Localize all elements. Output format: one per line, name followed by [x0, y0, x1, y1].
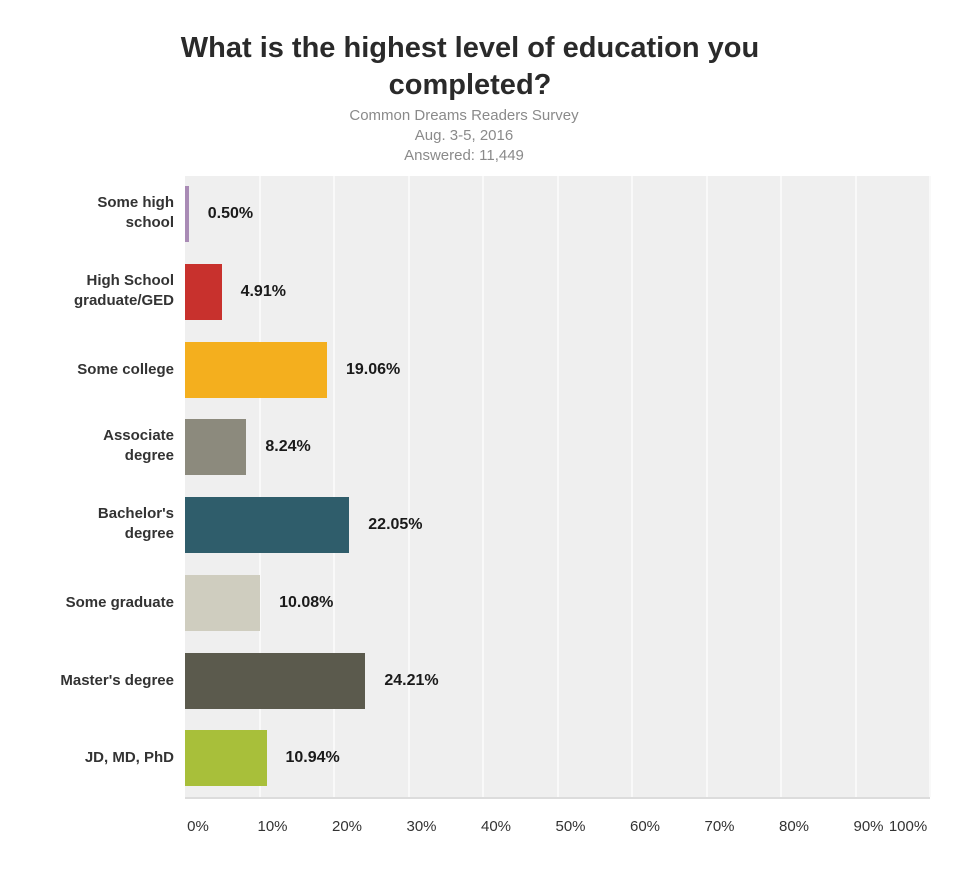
gridline: [333, 176, 335, 797]
x-tick-label: 70%: [704, 818, 735, 835]
gridline: [631, 176, 633, 797]
value-label: 10.94%: [285, 749, 340, 766]
gridline: [705, 176, 708, 797]
subtitle-date: Aug. 3-5, 2016: [414, 127, 514, 144]
bar: [185, 730, 267, 786]
gridline: [780, 176, 782, 797]
bar: [185, 575, 261, 631]
gridline: [482, 176, 484, 797]
x-tick-label: 30%: [406, 818, 437, 835]
x-tick-label: 50%: [555, 818, 586, 835]
chart-title: What is the highest level of education y…: [0, 30, 940, 104]
subtitle-survey: Common Dreams Readers Survey: [349, 107, 579, 124]
subtitle-answered: Answered: 11,449: [404, 147, 524, 164]
category-label: High School graduate/GED: [73, 272, 174, 309]
x-tick-label: 90%: [853, 818, 884, 835]
category-label: Bachelor's degree: [97, 505, 174, 542]
gridline: [854, 176, 857, 797]
x-tick-label: 60%: [629, 818, 661, 835]
x-tick-label: 80%: [778, 818, 810, 835]
bar: [185, 497, 350, 553]
value-label: 0.50%: [207, 205, 254, 222]
value-label: 19.06%: [345, 361, 401, 378]
bar: [185, 264, 222, 320]
x-tick-label: 10%: [257, 818, 288, 835]
category-label: JD, MD, PhD: [84, 749, 174, 766]
value-label: 22.05%: [368, 516, 423, 533]
x-tick-label: 100%: [888, 818, 928, 835]
gridline: [556, 176, 559, 797]
bar: [185, 419, 247, 475]
plot-area: 0.50% 4.91% 19.06% 8.24% 22.05% 10.08% 24.21% 1…: [185, 176, 931, 799]
bar: [185, 342, 327, 398]
value-label: 24.21%: [384, 672, 439, 689]
title-line-1: What is the highest level of education y…: [180, 32, 760, 64]
category-label: Associate degree: [103, 427, 174, 464]
category-label: Some graduate: [65, 594, 174, 611]
gridline: [929, 176, 931, 797]
bar: [185, 653, 366, 709]
value-label: 8.24%: [265, 438, 311, 455]
value-label: 4.91%: [240, 283, 286, 300]
x-tick-label: 0%: [187, 818, 209, 835]
gridline: [258, 176, 261, 797]
title-line-2: completed?: [388, 69, 552, 101]
category-label: Some college: [77, 361, 174, 378]
category-label: Some high school: [97, 194, 174, 231]
bar: [185, 186, 189, 242]
x-tick-label: 40%: [480, 818, 512, 835]
x-tick-label: 20%: [331, 818, 363, 835]
value-label: 10.08%: [279, 594, 334, 611]
category-label: Master's degree: [60, 672, 174, 689]
gridline: [407, 176, 410, 797]
